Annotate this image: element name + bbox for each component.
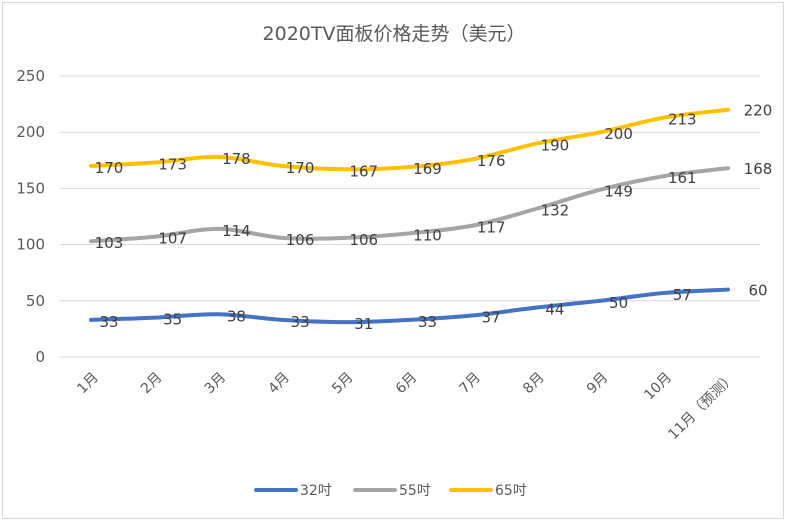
x-tick-label: 10月	[641, 370, 675, 404]
data-label: 168	[744, 160, 773, 178]
x-tick-label: 2月	[138, 370, 166, 398]
y-tick-label: 50	[26, 292, 45, 310]
legend-label: 32吋	[300, 483, 332, 499]
data-label: 50	[609, 294, 628, 312]
data-label: 190	[541, 136, 570, 154]
x-tick-label: 6月	[393, 370, 421, 398]
y-tick-label: 150	[16, 179, 45, 197]
data-label: 149	[604, 183, 633, 201]
data-label: 35	[163, 311, 182, 329]
data-label: 176	[477, 152, 506, 170]
data-label: 169	[413, 160, 442, 178]
y-tick-label: 200	[16, 123, 45, 141]
y-tick-label: 0	[35, 348, 45, 366]
x-tick-label: 9月	[584, 370, 612, 398]
x-tick-label: 1月	[74, 370, 102, 398]
data-label: 103	[95, 234, 124, 252]
chart-title: 2020TV面板价格走势（美元）	[263, 23, 526, 45]
data-label: 117	[477, 218, 506, 236]
x-tick-label: 7月	[457, 370, 485, 398]
data-label: 200	[604, 125, 633, 143]
data-label: 114	[222, 222, 251, 240]
data-label: 33	[99, 313, 118, 331]
data-label: 161	[668, 169, 697, 187]
data-label: 132	[541, 202, 570, 220]
data-labels: 33 35 38 33 31 33 37 44 50 57 60 103 107 114 106 106 110…	[95, 102, 773, 333]
x-tick-label: 8月	[520, 370, 548, 398]
legend-label: 55吋	[399, 483, 431, 499]
data-label: 57	[673, 286, 692, 304]
y-tick-label: 250	[16, 67, 45, 85]
x-tick-label: 4月	[265, 370, 293, 398]
data-label: 106	[349, 231, 378, 249]
legend-label: 65吋	[495, 483, 527, 499]
y-tick-label: 100	[16, 236, 45, 254]
y-axis: 0 50 100 150 200 250	[16, 67, 45, 366]
legend: 32吋 55吋 65吋	[254, 483, 527, 499]
data-label: 60	[748, 282, 767, 300]
data-label: 44	[545, 301, 564, 319]
series-line-2	[89, 166, 730, 244]
data-label: 37	[482, 308, 501, 326]
series-group	[89, 107, 730, 325]
data-label: 173	[158, 156, 187, 174]
data-label: 170	[95, 159, 124, 177]
data-label: 107	[158, 230, 187, 248]
x-tick-label: 11月（预测）	[665, 370, 738, 443]
data-label: 167	[349, 162, 378, 180]
data-label: 110	[413, 226, 442, 244]
data-label: 220	[744, 102, 773, 120]
data-label: 170	[286, 159, 315, 177]
data-label: 106	[286, 231, 315, 249]
series-line-1	[89, 287, 730, 325]
x-tick-label: 3月	[202, 370, 230, 398]
gridlines	[60, 75, 760, 358]
data-label: 213	[668, 111, 697, 129]
data-label: 31	[354, 315, 373, 333]
data-label: 33	[291, 313, 310, 331]
data-label: 38	[227, 307, 246, 325]
series-line-3	[89, 107, 730, 172]
data-label: 178	[222, 150, 251, 168]
data-label: 33	[418, 313, 437, 331]
x-tick-label: 5月	[329, 370, 357, 398]
